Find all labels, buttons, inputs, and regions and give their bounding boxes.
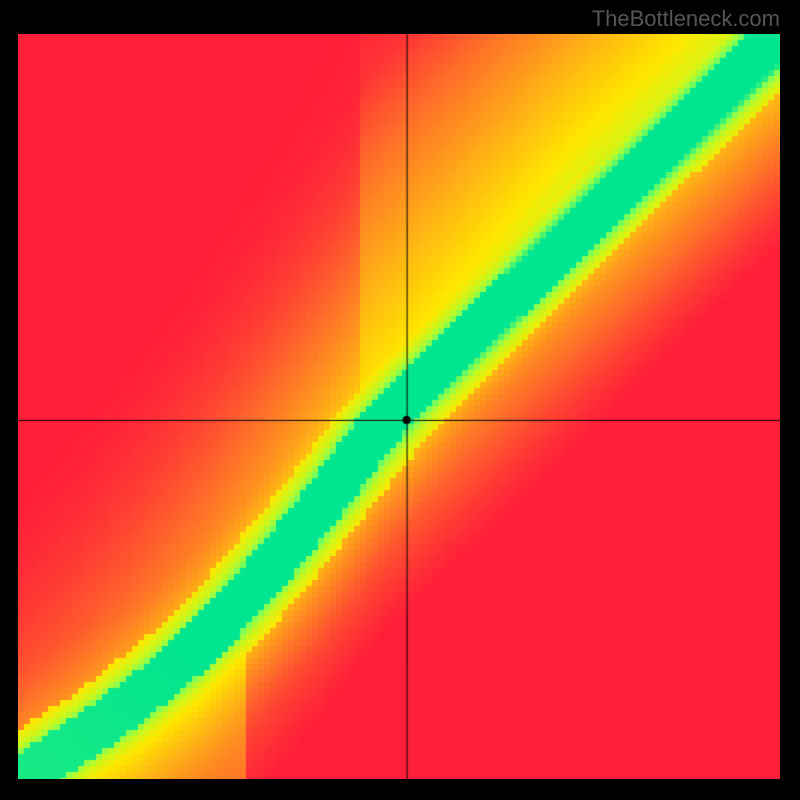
plot-frame: [18, 34, 780, 779]
chart-container: TheBottleneck.com: [0, 0, 800, 800]
watermark-text: TheBottleneck.com: [592, 6, 780, 32]
bottleneck-heatmap: [18, 34, 780, 779]
